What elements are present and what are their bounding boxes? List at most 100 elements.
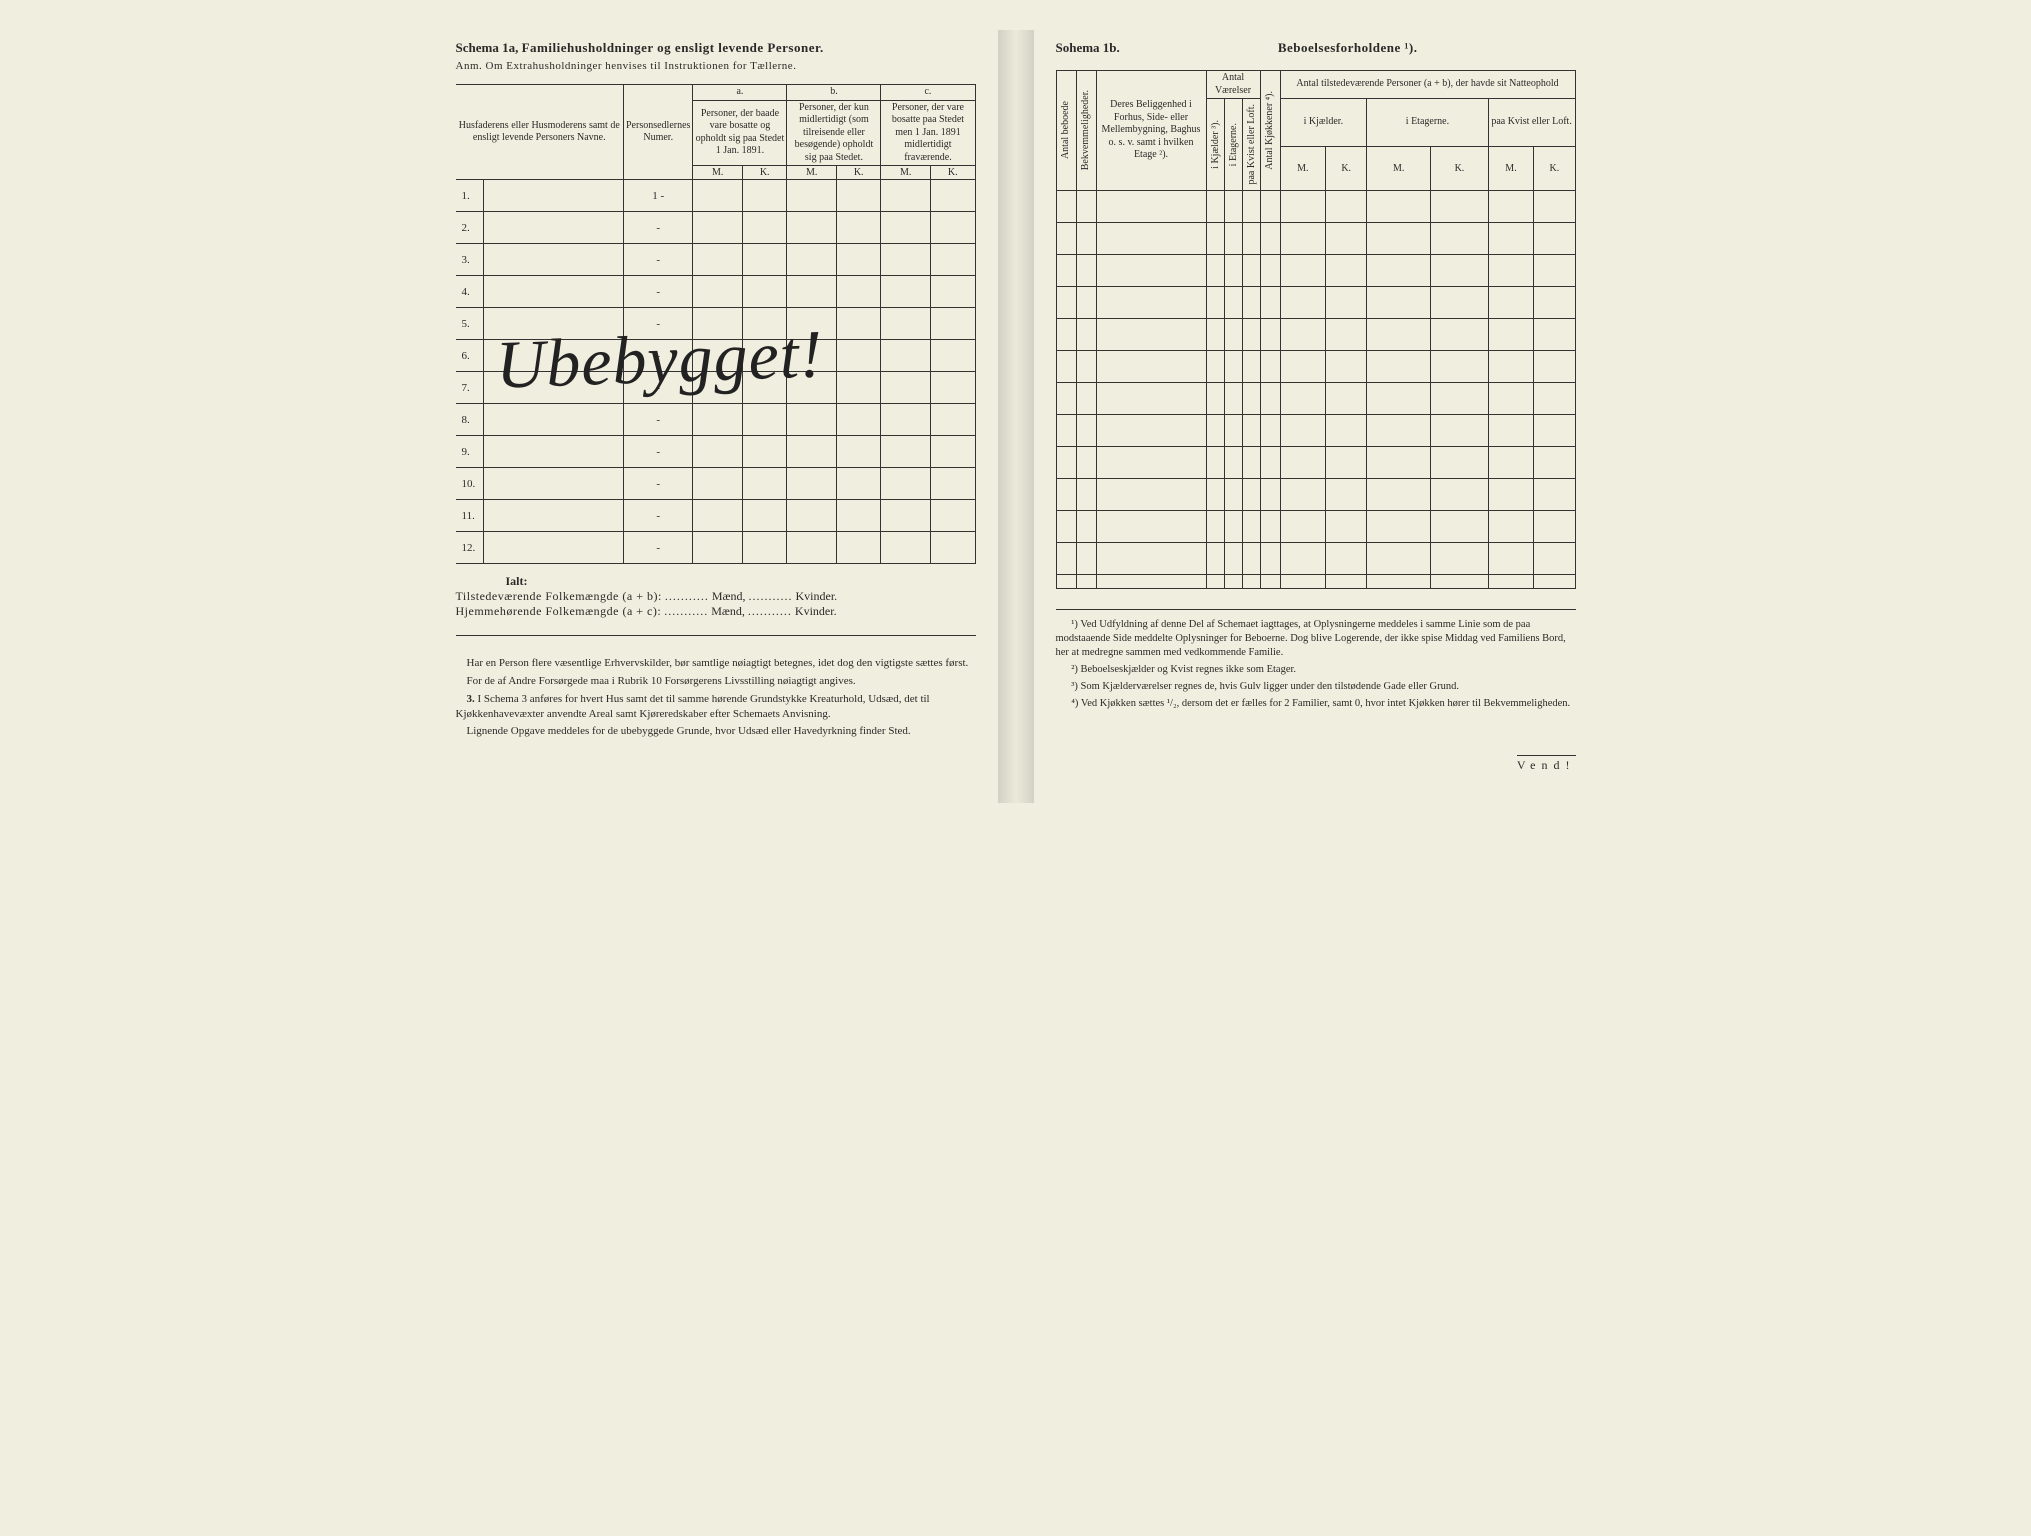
note-3: 3. I Schema 3 anføres for hvert Hus samt… <box>456 692 976 722</box>
title-prefix: Schema 1a, <box>456 40 519 55</box>
row-number: 1. <box>456 180 484 212</box>
table-row: 1. 1 - <box>456 180 976 212</box>
col-k: K. <box>1534 147 1575 190</box>
row-number: 9. <box>456 436 484 468</box>
ialt-label: Ialt: <box>456 574 976 589</box>
header-a: Personer, der baade vare bosatte og opho… <box>693 100 787 166</box>
name-cell <box>484 372 624 404</box>
number-cell: - <box>624 244 693 276</box>
table-row <box>1056 478 1575 510</box>
title-prefix: Sohema 1b. <box>1056 40 1120 56</box>
col-k: K. <box>930 166 975 180</box>
col-beliggenhed: Deres Beliggenhed i Forhus, Side- eller … <box>1096 71 1206 191</box>
sub-etagerne-2: i Etagerne. <box>1367 99 1488 147</box>
row-number: 3. <box>456 244 484 276</box>
number-cell: - <box>624 276 693 308</box>
col-m: M. <box>1280 147 1326 190</box>
name-cell <box>484 308 624 340</box>
table-row <box>1056 574 1575 588</box>
table-row <box>1056 318 1575 350</box>
number-cell: - <box>624 340 693 372</box>
sub-kjaelder: i Kjælder ³). <box>1209 116 1222 173</box>
number-cell: - <box>624 500 693 532</box>
col-k: K. <box>836 166 880 180</box>
number-cell: 1 - <box>624 180 693 212</box>
col-bekvem: Bekvemmeligheder. <box>1079 86 1092 174</box>
footnotes-block: ¹) Ved Udfyldning af denne Del af Schema… <box>1056 609 1576 712</box>
col-k: K. <box>742 166 786 180</box>
table-row: 7. - <box>456 372 976 404</box>
name-cell <box>484 468 624 500</box>
row-number: 7. <box>456 372 484 404</box>
table-row: 6. - <box>456 340 976 372</box>
table-row: 11. - <box>456 500 976 532</box>
name-cell <box>484 404 624 436</box>
page-gutter <box>998 30 1016 803</box>
schema-1b-title-row: Sohema 1b. Beboelsesforholdene ¹). <box>1056 40 1576 56</box>
row-number: 2. <box>456 212 484 244</box>
row-number: 5. <box>456 308 484 340</box>
group-vaerelser: Antal Værelser <box>1206 71 1260 99</box>
name-cell <box>484 244 624 276</box>
row-number: 12. <box>456 532 484 564</box>
number-cell: - <box>624 468 693 500</box>
row-number: 11. <box>456 500 484 532</box>
table-row <box>1056 222 1575 254</box>
table-row <box>1056 414 1575 446</box>
schema-1a-title: Schema 1a, Familiehusholdninger og ensli… <box>456 40 976 56</box>
subtitle: Anm. Om Extrahusholdninger henvises til … <box>456 60 976 72</box>
summary-block: Ialt: Tilstedeværende Folkemængde (a + b… <box>456 574 976 619</box>
col-m: M. <box>787 166 837 180</box>
note-1: Har en Person flere væsentlige Erhvervsk… <box>456 656 976 671</box>
table-row <box>1056 382 1575 414</box>
summary-line-2: Hjemmehørende Folkemængde (a + c): Mænd,… <box>456 604 976 619</box>
row-number: 4. <box>456 276 484 308</box>
row-number: 6. <box>456 340 484 372</box>
number-cell: - <box>624 212 693 244</box>
col-kjokken: Antal Kjøkkener ⁴). <box>1263 87 1276 174</box>
footnote-3: ³) Som Kjælderværelser regnes de, hvis G… <box>1056 680 1576 694</box>
col-names-header: Husfaderens eller Husmoderens samt de en… <box>456 85 624 180</box>
group-b: b. <box>787 85 881 101</box>
schema-1b-table: Antal beboede Bekvemmeligheder. Deres Be… <box>1056 70 1576 589</box>
col-k: K. <box>1431 147 1488 190</box>
col-m: M. <box>1367 147 1431 190</box>
col-beboede: Antal beboede <box>1059 97 1072 163</box>
notes-block: Har en Person flere væsentlige Erhvervsk… <box>456 656 976 739</box>
name-cell <box>484 212 624 244</box>
col-k: K. <box>1326 147 1367 190</box>
number-cell: - <box>624 372 693 404</box>
table-row: 10. - <box>456 468 976 500</box>
table-row: 4. - <box>456 276 976 308</box>
group-a: a. <box>693 85 787 101</box>
name-cell <box>484 532 624 564</box>
table-row: 3. - <box>456 244 976 276</box>
title-text: Familiehusholdninger og ensligt levende … <box>522 40 824 55</box>
col-m: M. <box>693 166 743 180</box>
sub-kvist: paa Kvist eller Loft. <box>1245 100 1258 189</box>
header-b: Personer, der kun midlertidigt (som tilr… <box>787 100 881 166</box>
col-m: M. <box>1488 147 1534 190</box>
table-row: 5.- <box>456 308 976 340</box>
footnote-2: ²) Beboelseskjælder og Kvist regnes ikke… <box>1056 663 1576 677</box>
vend-label: Vend! <box>1517 755 1576 773</box>
sub-etagerne: i Etagerne. <box>1227 119 1240 170</box>
table-row: 9. - <box>456 436 976 468</box>
table-row <box>1056 254 1575 286</box>
number-cell: - <box>624 404 693 436</box>
name-cell <box>484 340 624 372</box>
name-cell <box>484 500 624 532</box>
number-cell: - <box>624 436 693 468</box>
page-gutter <box>1016 30 1034 803</box>
note-4: Lignende Opgave meddeles for de ubebygge… <box>456 724 976 739</box>
table-row <box>1056 446 1575 478</box>
table-row <box>1056 542 1575 574</box>
footnote-1: ¹) Ved Udfyldning af denne Del af Schema… <box>1056 618 1576 661</box>
row-number: 10. <box>456 468 484 500</box>
sub-kvist-2: paa Kvist eller Loft. <box>1488 99 1575 147</box>
group-tilstede: Antal tilstedeværende Personer (a + b), … <box>1280 71 1575 99</box>
name-cell <box>484 436 624 468</box>
name-cell <box>484 180 624 212</box>
name-cell <box>484 276 624 308</box>
right-page: Sohema 1b. Beboelsesforholdene ¹). Antal… <box>1016 30 1636 803</box>
